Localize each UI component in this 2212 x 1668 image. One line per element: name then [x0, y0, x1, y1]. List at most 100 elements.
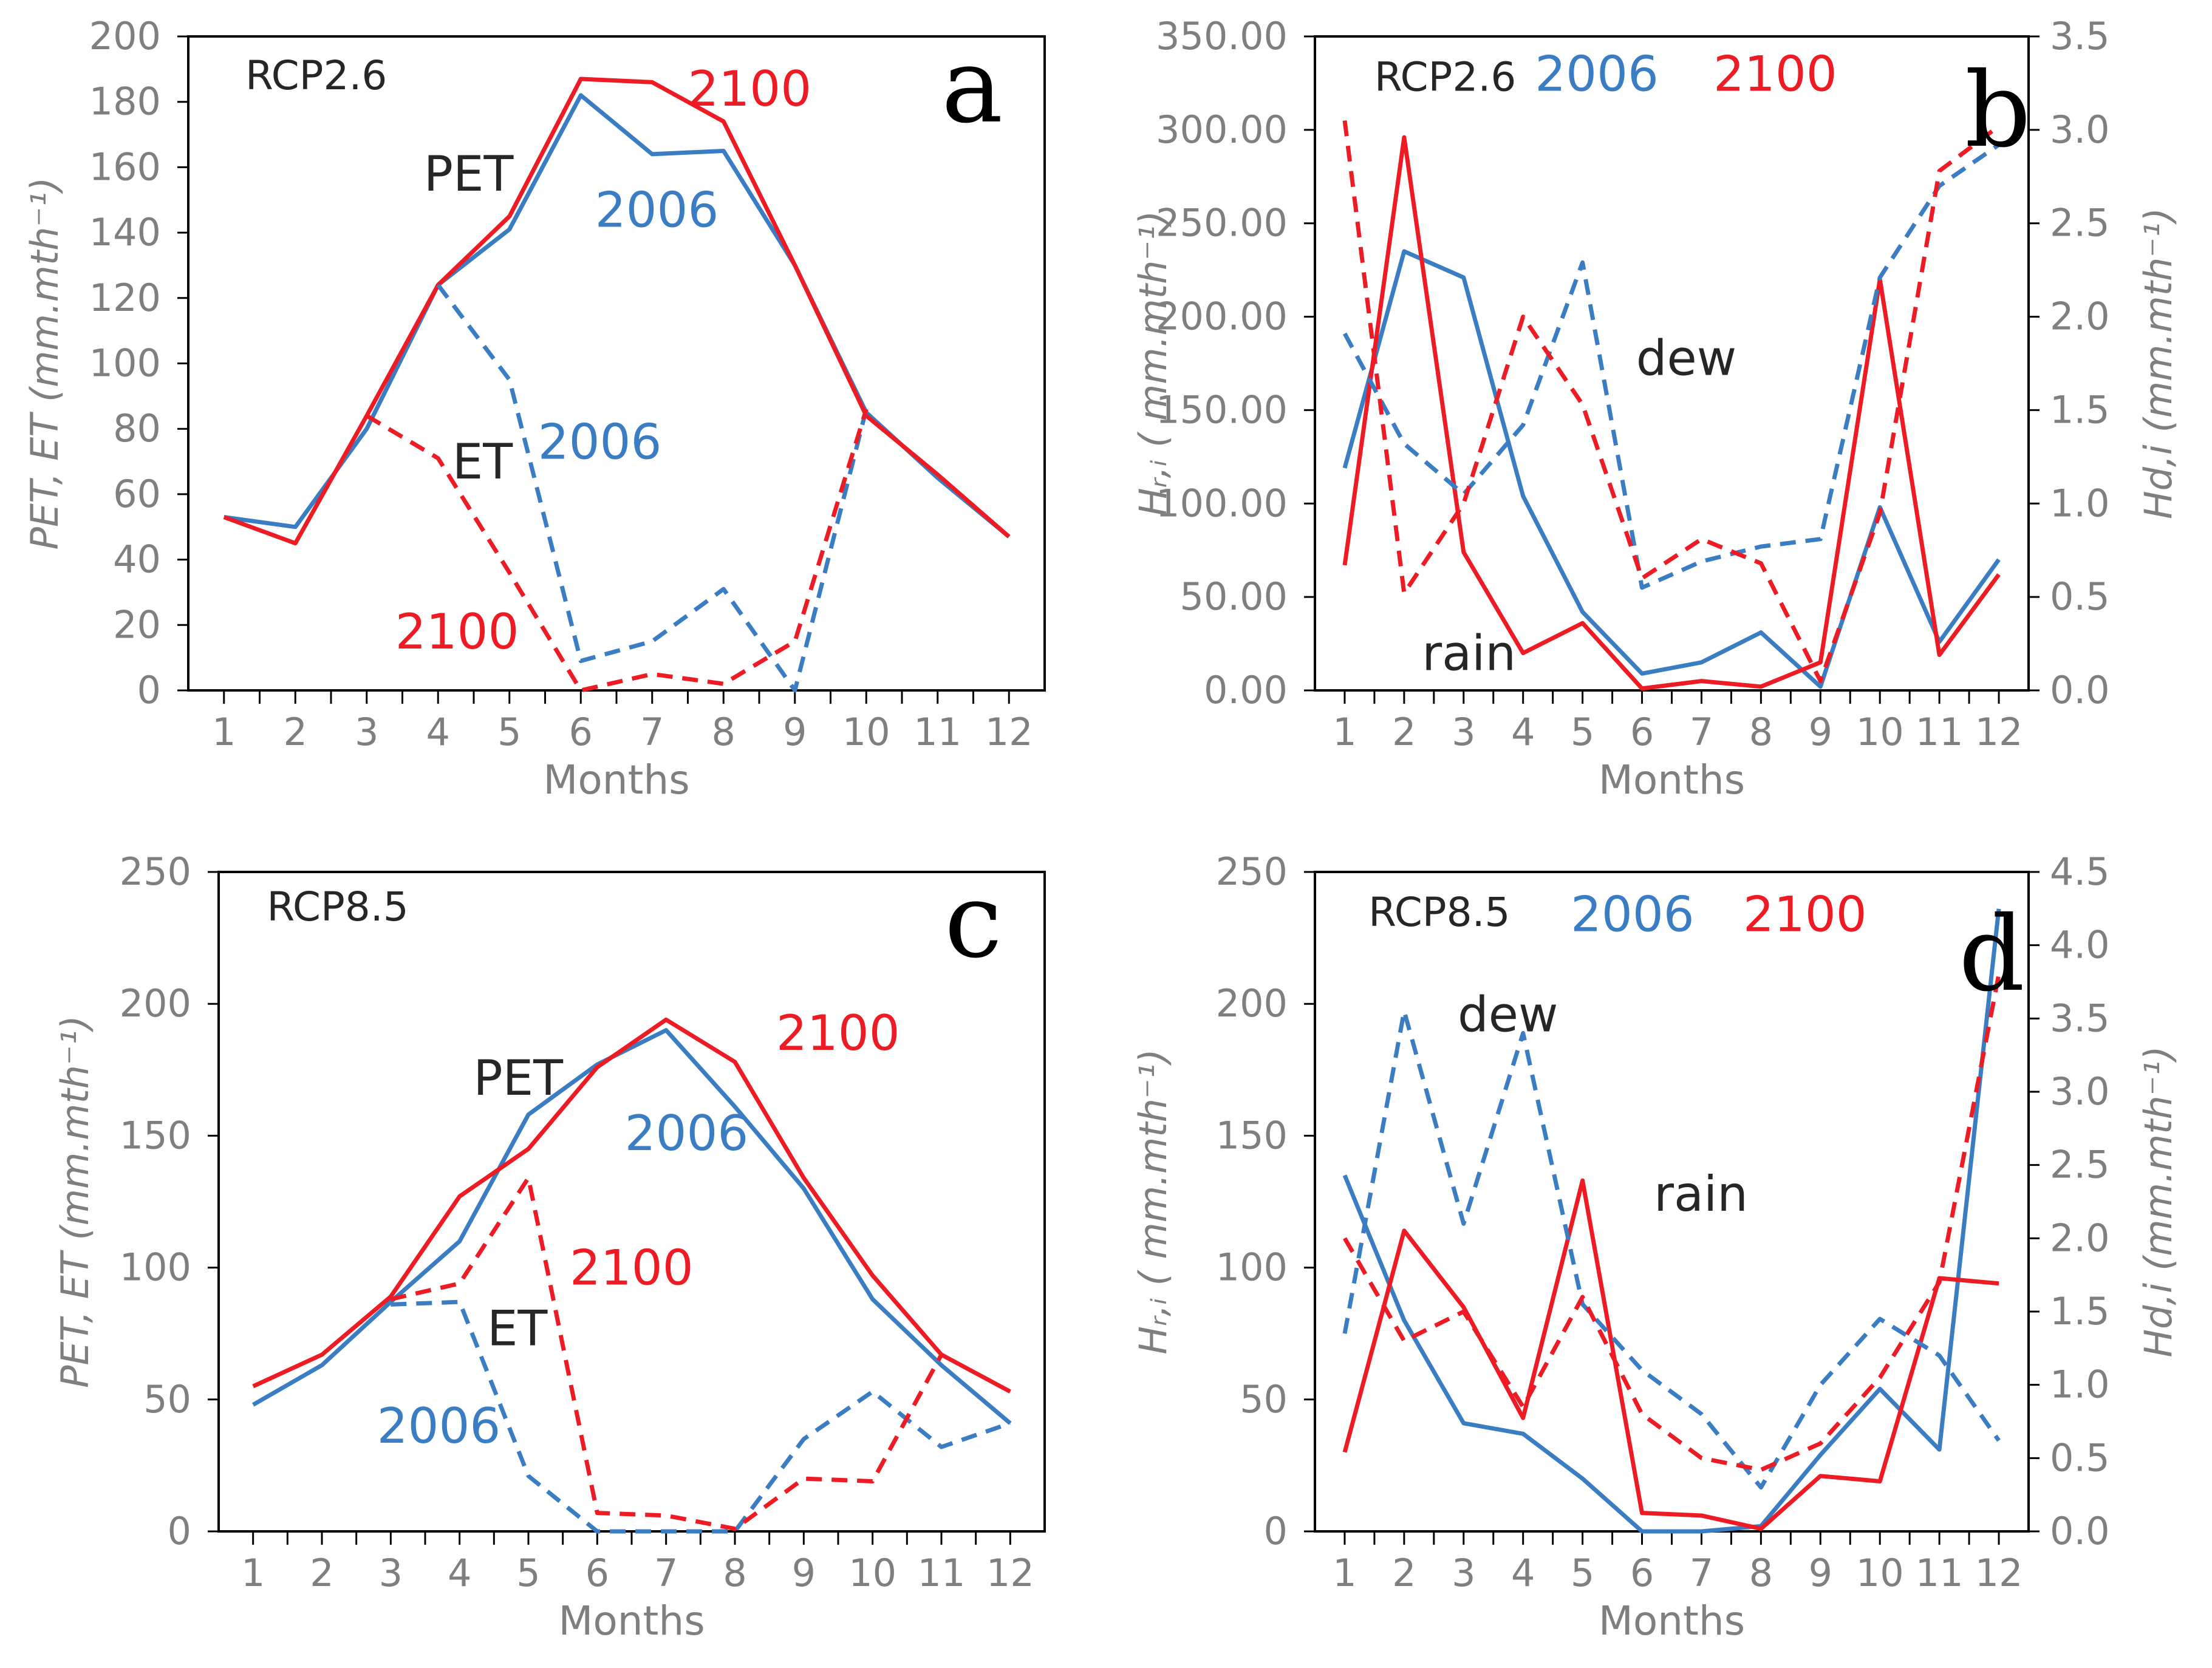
y-right-tick-label: 1.0	[2050, 1363, 2110, 1407]
x-tick-label: 5	[497, 710, 521, 754]
series-line-dew-2100	[1342, 974, 2001, 1472]
panel-a: 1 2 3 4 5 6 7 8 9 10 11 120204060801001201401601802…	[22, 14, 1046, 803]
y-tick-label: 120	[89, 276, 161, 320]
annotation: PET	[473, 1050, 564, 1106]
y-tick-label: 200.00	[1156, 294, 1288, 339]
x-tick-label: 2	[1392, 710, 1416, 754]
y-right-tick-label: 2.5	[2050, 201, 2110, 245]
x-tick-label: 1	[241, 1551, 265, 1595]
x-tick-label: 9	[792, 1551, 816, 1595]
y-axis-label: PET, ET (mm.mth⁻¹)	[53, 1015, 97, 1388]
annotation: ET	[452, 434, 514, 490]
y-tick-label: 50.00	[1180, 574, 1288, 619]
x-tick-label: 1	[1333, 1551, 1356, 1595]
y-right-tick-label: 1.5	[2050, 1289, 2110, 1333]
y-tick-label: 100.00	[1156, 481, 1288, 525]
y-tick-label: 0	[1264, 1509, 1288, 1553]
x-tick-label: 11	[1916, 1551, 1964, 1595]
panel-c: 1 2 3 4 5 6 7 8 9 10 11 12050100150200250MonthsPET,…	[53, 849, 1046, 1644]
x-tick-label: 2	[310, 1551, 333, 1595]
y-tick-label: 50	[1240, 1377, 1288, 1421]
y-tick-label: 180	[89, 80, 161, 124]
annotation: 2006	[538, 414, 662, 471]
y-tick-label: 60	[113, 472, 161, 516]
y-right-axis-label: Hd,i (mm.mth⁻¹)	[2136, 208, 2180, 519]
annotation: 2006	[595, 182, 719, 238]
series-line-pet-2006	[224, 93, 1011, 539]
y-right-tick-label: 1.5	[2050, 387, 2110, 432]
series-line-rain-2100	[1342, 135, 2001, 691]
y-right-tick-label: 3.5	[2050, 996, 2110, 1040]
y-right-tick-label: 2.0	[2050, 294, 2110, 339]
annotation: 2100	[688, 61, 812, 117]
x-tick-label: 1	[212, 710, 236, 754]
panel-letter: b	[1965, 50, 2031, 171]
x-tick-label: 3	[355, 710, 378, 754]
y-tick-label: 0	[168, 1509, 191, 1553]
x-tick-label: 2	[1392, 1551, 1416, 1595]
y-tick-label: 0	[137, 668, 161, 712]
x-tick-label: 8	[1749, 710, 1773, 754]
annotation: 2100	[1713, 46, 1837, 103]
series-line-et-2100	[390, 1176, 944, 1531]
y-right-tick-label: 4.0	[2050, 923, 2110, 967]
annotation: 2100	[395, 604, 519, 660]
y-tick-label: 150	[120, 1113, 191, 1157]
x-tick-label: 6	[569, 710, 593, 754]
x-tick-label: 10	[1856, 710, 1904, 754]
x-tick-label: 11	[913, 710, 961, 754]
annotation: rain	[1422, 625, 1516, 681]
annotation: rain	[1654, 1166, 1748, 1222]
y-right-axis-label: Hd,i (mm.mth⁻¹)	[2136, 1046, 2180, 1357]
annotation: ET	[487, 1301, 548, 1357]
y-tick-label: 50	[143, 1377, 191, 1421]
x-tick-label: 6	[585, 1551, 609, 1595]
x-axis-label: Months	[558, 1598, 705, 1644]
y-axis-label: Hᵣ,ᵢ ( mm.mth⁻¹)	[1131, 211, 1175, 516]
annotation: 2006	[377, 1398, 501, 1454]
y-right-tick-label: 0.0	[2050, 668, 2110, 712]
x-tick-label: 10	[842, 710, 890, 754]
y-tick-label: 200	[1216, 981, 1288, 1026]
series-line-dew-2006	[1342, 143, 2000, 590]
x-tick-label: 12	[1975, 710, 2023, 754]
y-tick-label: 200	[120, 981, 191, 1026]
annotation: dew	[1458, 987, 1558, 1043]
x-tick-label: 3	[1452, 1551, 1475, 1595]
series-line-rain-2006	[1342, 908, 2001, 1534]
x-tick-label: 10	[1856, 1551, 1904, 1595]
panel-letter: c	[944, 861, 1002, 981]
series-line-pet-2100	[252, 1017, 1011, 1394]
series-line-dew-2100	[1342, 120, 2001, 684]
y-right-tick-label: 1.0	[2050, 481, 2110, 525]
x-tick-label: 3	[379, 1551, 403, 1595]
y-right-tick-label: 3.0	[2050, 1069, 2110, 1114]
annotation: 2006	[625, 1105, 749, 1162]
annotation: RCP2.6	[1374, 54, 1516, 101]
y-tick-label: 100	[89, 341, 161, 386]
x-tick-label: 12	[985, 710, 1033, 754]
annotation: RCP8.5	[267, 883, 408, 930]
y-tick-label: 40	[113, 537, 161, 582]
y-tick-label: 250.00	[1156, 201, 1288, 245]
x-tick-label: 6	[1630, 710, 1654, 754]
y-right-tick-label: 2.5	[2050, 1143, 2110, 1187]
x-tick-label: 8	[1749, 1551, 1773, 1595]
annotation: PET	[424, 146, 514, 202]
y-right-tick-label: 0.5	[2050, 574, 2110, 619]
annotation: RCP8.5	[1368, 889, 1510, 936]
plot-frame	[187, 35, 1046, 692]
x-tick-label: 8	[723, 1551, 746, 1595]
x-tick-label: 4	[1511, 710, 1535, 754]
y-tick-label: 300.00	[1156, 107, 1288, 152]
y-tick-label: 350.00	[1156, 14, 1288, 58]
y-tick-label: 150.00	[1156, 387, 1288, 432]
annotation: 2100	[570, 1240, 694, 1296]
x-tick-label: 10	[848, 1551, 896, 1595]
annotation: dew	[1636, 330, 1736, 386]
x-tick-label: 3	[1452, 710, 1475, 754]
series-line-rain-2006	[1342, 249, 2001, 689]
series-line-pet-2006	[251, 1028, 1012, 1425]
x-axis-label: Months	[1599, 757, 1745, 803]
